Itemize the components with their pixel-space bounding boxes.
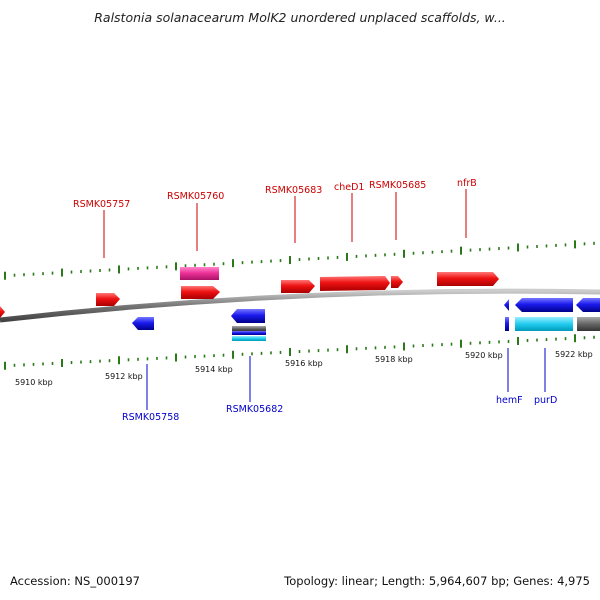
label-hemf[interactable]: hemF (496, 395, 523, 406)
label-rsmk05758[interactable]: RSMK05758 (122, 412, 179, 423)
gene-rsmk05683[interactable] (281, 280, 315, 293)
scale-label-5918: 5918 kbp (375, 355, 413, 364)
label-rsmk05760[interactable]: RSMK05760 (167, 191, 224, 202)
gene-arrow-fwd-edge[interactable] (0, 306, 5, 318)
gene-hemf-head[interactable] (504, 299, 509, 311)
gene-rsmk05758[interactable] (132, 317, 154, 330)
bottom-tick-row (4, 334, 595, 370)
label-rsmk05757[interactable]: RSMK05757 (73, 199, 130, 210)
scale-label-5912: 5912 kbp (105, 372, 143, 381)
gene-rsmk05682-stack[interactable] (232, 326, 266, 341)
gene-rsmk05760-lower[interactable] (181, 286, 220, 299)
summary-text: Topology: linear; Length: 5,964,607 bp; … (284, 574, 590, 588)
scale-label-5910: 5910 kbp (15, 378, 53, 387)
gene-rsmk05757[interactable] (96, 293, 120, 306)
label-ched1[interactable]: cheD1 (334, 182, 364, 193)
gene-hemf[interactable] (505, 317, 509, 331)
scale-label-5922: 5922 kbp (555, 350, 593, 359)
scale-label-5914: 5914 kbp (195, 365, 233, 374)
label-rsmk05683[interactable]: RSMK05683 (265, 185, 322, 196)
gene-edge-right[interactable] (576, 298, 600, 312)
label-purd[interactable]: purD (534, 395, 557, 406)
bottom-labels: RSMK05758 RSMK05682 hemF purD (122, 348, 557, 423)
scale-labels: 5910 kbp 5912 kbp 5914 kbp 5916 kbp 5918… (15, 350, 593, 387)
footer: Accession: NS_000197 Topology: linear; L… (0, 574, 600, 590)
feature-edge-grey[interactable] (577, 317, 600, 331)
label-rsmk05682[interactable]: RSMK05682 (226, 404, 283, 415)
gene-purd[interactable] (515, 298, 573, 312)
gene-nfrb[interactable] (437, 272, 499, 286)
label-rsmk05685[interactable]: RSMK05685 (369, 180, 426, 191)
accession-text: Accession: NS_000197 (10, 574, 140, 588)
top-labels: RSMK05757 RSMK05760 RSMK05683 cheD1 RSMK… (73, 178, 477, 258)
label-nfrb[interactable]: nfrB (457, 178, 477, 189)
scale-label-5920: 5920 kbp (465, 351, 503, 360)
feature-purd-cyan[interactable] (515, 317, 573, 331)
map-title: Ralstonia solanacearum MolK2 unordered u… (94, 10, 506, 25)
gene-rsmk05682[interactable] (231, 309, 265, 323)
chromosome-backbone (0, 288, 600, 323)
top-tick-row (4, 240, 595, 280)
scale-label-5916: 5916 kbp (285, 359, 323, 368)
gene-ched1[interactable] (320, 276, 390, 291)
gene-rsmk05760[interactable] (180, 267, 219, 280)
gene-rsmk05685[interactable] (391, 276, 403, 288)
